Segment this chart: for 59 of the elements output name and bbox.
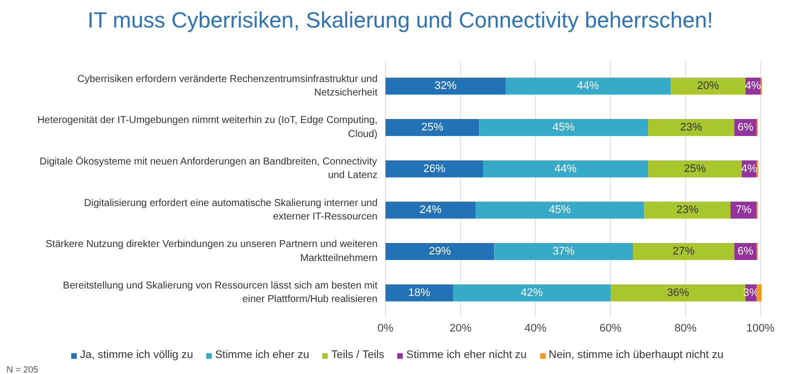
data-label: 32%	[434, 80, 457, 92]
data-label: 24%	[419, 204, 442, 216]
data-label: 37%	[552, 246, 575, 258]
x-tick-label: 20%	[449, 322, 472, 334]
bar	[479, 119, 648, 136]
x-tick-label: 60%	[599, 322, 622, 334]
data-label: 29%	[428, 246, 452, 258]
text: N = 205	[6, 364, 38, 374]
y-tick-label: Bereitstellung und Skalierung von Ressourcen lässt sich am besten mit einer Plattform/Hub realisieren	[62, 280, 378, 306]
bar	[644, 202, 730, 219]
x-tick-label: 80%	[674, 322, 697, 334]
y-tick-label: Heterogenität der IT-Umgebungen nimmt weiterhin zu (IoT, Edge Computing, Cloud)	[37, 115, 378, 140]
bar	[453, 284, 610, 302]
bar	[648, 119, 734, 136]
data-label: 6%	[738, 122, 754, 134]
bar	[386, 78, 506, 95]
data-label: 45%	[552, 122, 575, 134]
bar	[386, 243, 494, 260]
data-label: 23%	[680, 122, 702, 134]
y-tick-label: Cyberrisiken erfordern veränderte Rechenzentrumsinfrastruktur und Netzsicherheit	[77, 74, 378, 99]
data-label: 26%	[423, 162, 446, 175]
legend-label: Teils / Teils	[331, 349, 384, 361]
bar	[386, 202, 476, 219]
data-label: 44%	[576, 80, 600, 92]
data-label: 42%	[520, 286, 543, 299]
legend-label: Stimme ich eher zu	[215, 349, 310, 361]
bar	[483, 160, 648, 178]
bar	[476, 202, 644, 219]
data-label: 7%	[736, 204, 752, 216]
bar	[610, 284, 746, 302]
legend-label: Stimme ich eher nicht zu	[406, 349, 527, 361]
bar	[386, 284, 453, 302]
x-tick-label: 40%	[524, 322, 547, 334]
data-label: 18%	[408, 286, 430, 299]
data-label: 20%	[696, 80, 720, 92]
y-tick-label: Digitale Ökosysteme mit neuen Anforderungen an Bandbreiten, Connectivity und Latenz	[40, 155, 378, 182]
y-tick-label: Stärkere Nutzung direkter Verbindungen zu unseren Partnern und weiteren Marktteilnehmern	[46, 239, 378, 264]
data-label: 44%	[554, 162, 577, 175]
bar	[494, 243, 633, 260]
legend-label: Nein, stimme ich überhaupt nicht zu	[548, 349, 724, 361]
data-label: 25%	[684, 162, 706, 175]
legend-label: Ja, stimme ich völlig zu	[80, 349, 194, 361]
data-label: 4%	[741, 162, 758, 175]
bar	[506, 78, 670, 95]
x-tick-label: 0%	[378, 322, 394, 334]
data-label: 25%	[421, 122, 444, 134]
data-label: 6%	[738, 246, 754, 258]
data-label: 36%	[666, 286, 690, 299]
data-label: 23%	[676, 204, 699, 216]
bar	[633, 243, 734, 260]
bar	[386, 160, 483, 178]
data-label: 45%	[548, 204, 572, 216]
y-tick-label: Digitalisierung erfordert eine automatische Skalierung interner und externer IT-Ressourcen	[84, 198, 378, 223]
chart-title: IT muss Cyberrisiken, Skalierung und Connectivity beherrschen!	[87, 8, 714, 32]
bar	[386, 119, 480, 136]
x-tick-label: 100%	[746, 322, 775, 334]
bar	[670, 78, 746, 95]
data-label: 27%	[672, 246, 695, 258]
bar	[648, 160, 742, 178]
